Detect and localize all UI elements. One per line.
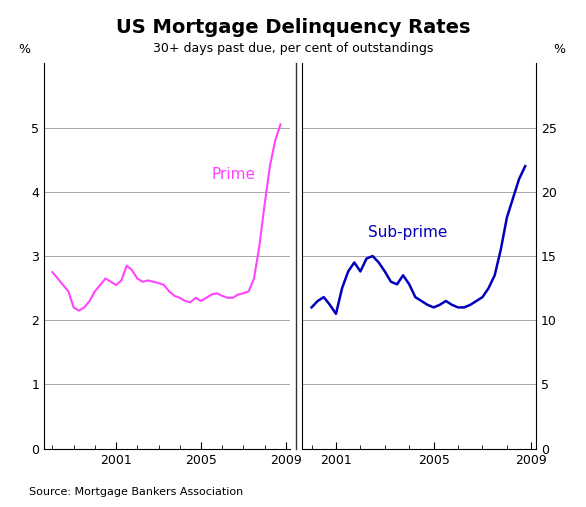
Text: Source: Mortgage Bankers Association: Source: Mortgage Bankers Association <box>29 487 244 497</box>
Text: Sub-prime: Sub-prime <box>367 225 447 240</box>
Text: 30+ days past due, per cent of outstandings: 30+ days past due, per cent of outstandi… <box>153 42 433 55</box>
Y-axis label: %: % <box>554 43 565 56</box>
Text: US Mortgage Delinquency Rates: US Mortgage Delinquency Rates <box>116 18 470 37</box>
Y-axis label: %: % <box>18 43 30 56</box>
Text: Prime: Prime <box>212 167 255 182</box>
